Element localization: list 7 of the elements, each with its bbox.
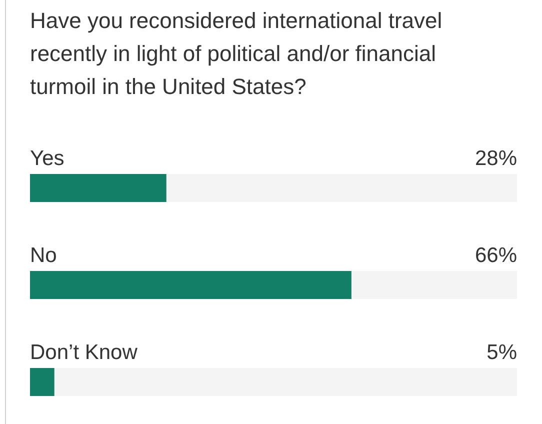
y-tick-label: Don’t Know xyxy=(30,341,138,364)
data-label: 5% xyxy=(486,341,517,364)
data-label: 66% xyxy=(474,244,517,267)
y-tick-label: No xyxy=(30,244,57,267)
chart-title: Have you reconsidered international travel recently in light of political and/or financial turmoil in the United States? xyxy=(30,8,442,99)
data-label: 28% xyxy=(474,147,517,170)
y-tick-label: Yes xyxy=(30,147,64,170)
